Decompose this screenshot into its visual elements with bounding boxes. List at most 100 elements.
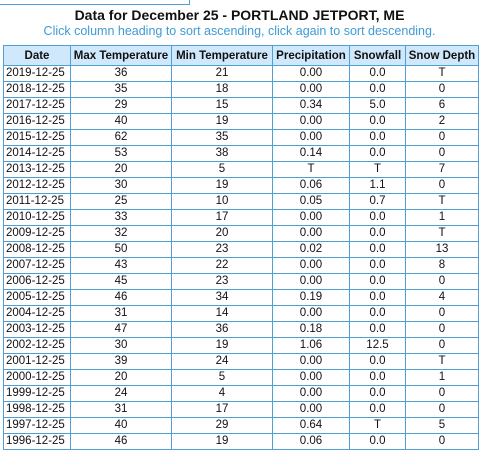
date-cell: 2011-12-25 [3, 193, 71, 210]
min-temperature-cell: 29 [171, 417, 273, 434]
data-table: Date Max Temperature Min Temperature Pre… [3, 45, 479, 450]
table-row: 2005-12-25 46 34 0.19 0.0 4 [3, 289, 479, 306]
max-temperature-cell: 31 [70, 305, 172, 322]
precipitation-cell: 0.00 [272, 385, 350, 402]
min-temperature-cell: 18 [171, 81, 273, 98]
column-header-precipitation[interactable]: Precipitation [272, 45, 350, 66]
min-temperature-cell: 24 [171, 353, 273, 370]
snowfall-cell: 0.7 [349, 193, 406, 210]
min-temperature-cell: 35 [171, 129, 273, 146]
page-title: Data for December 25 - PORTLAND JETPORT,… [74, 7, 405, 23]
date-cell: 2003-12-25 [3, 321, 71, 338]
min-temperature-cell: 19 [171, 177, 273, 194]
max-temperature-cell: 25 [70, 193, 172, 210]
precipitation-cell: 0.00 [272, 401, 350, 418]
snow-depth-cell: T [405, 225, 479, 242]
snowfall-cell: 0.0 [349, 433, 406, 450]
snowfall-cell: T [349, 417, 406, 434]
min-temperature-cell: 10 [171, 193, 273, 210]
max-temperature-cell: 50 [70, 241, 172, 258]
max-temperature-cell: 30 [70, 337, 172, 354]
min-temperature-cell: 5 [171, 369, 273, 386]
date-cell: 1997-12-25 [3, 417, 71, 434]
table-row: 2008-12-25 50 23 0.02 0.0 13 [3, 241, 479, 258]
frame-edge [0, 0, 190, 5]
header-row: Date Max Temperature Min Temperature Pre… [3, 45, 479, 66]
min-temperature-cell: 15 [171, 97, 273, 114]
table-row: 2018-12-25 35 18 0.00 0.0 0 [3, 81, 479, 98]
sort-instructions: Click column heading to sort ascending, … [43, 24, 436, 38]
table-row: 2003-12-25 47 36 0.18 0.0 0 [3, 321, 479, 338]
snowfall-cell: 0.0 [349, 353, 406, 370]
snow-depth-cell: 0 [405, 401, 479, 418]
min-temperature-cell: 17 [171, 401, 273, 418]
snow-depth-cell: T [405, 193, 479, 210]
max-temperature-cell: 31 [70, 401, 172, 418]
min-temperature-cell: 20 [171, 225, 273, 242]
snowfall-cell: 0.0 [349, 81, 406, 98]
date-cell: 2009-12-25 [3, 225, 71, 242]
snow-depth-cell: T [405, 353, 479, 370]
snowfall-cell: 0.0 [349, 321, 406, 338]
date-cell: 2002-12-25 [3, 337, 71, 354]
date-cell: 1996-12-25 [3, 433, 71, 450]
snowfall-cell: 0.0 [349, 241, 406, 258]
max-temperature-cell: 53 [70, 145, 172, 162]
snow-depth-cell: 6 [405, 97, 479, 114]
table-row: 2017-12-25 29 15 0.34 5.0 6 [3, 97, 479, 114]
min-temperature-cell: 5 [171, 161, 273, 178]
table-row: 2000-12-25 20 5 0.00 0.0 1 [3, 369, 479, 386]
table-row: 2001-12-25 39 24 0.00 0.0 T [3, 353, 479, 370]
snowfall-cell: 0.0 [349, 113, 406, 130]
snow-depth-cell: 1 [405, 209, 479, 226]
max-temperature-cell: 47 [70, 321, 172, 338]
precipitation-cell: 0.06 [272, 177, 350, 194]
table-row: 2015-12-25 62 35 0.00 0.0 0 [3, 129, 479, 146]
precipitation-cell: 0.00 [272, 353, 350, 370]
precipitation-cell: 0.00 [272, 369, 350, 386]
precipitation-cell: 0.00 [272, 273, 350, 290]
snowfall-cell: 0.0 [349, 305, 406, 322]
max-temperature-cell: 32 [70, 225, 172, 242]
precipitation-cell: 0.00 [272, 129, 350, 146]
min-temperature-cell: 36 [171, 321, 273, 338]
min-temperature-cell: 19 [171, 337, 273, 354]
snow-depth-cell: 1 [405, 369, 479, 386]
date-cell: 2006-12-25 [3, 273, 71, 290]
min-temperature-cell: 38 [171, 145, 273, 162]
snowfall-cell: 12.5 [349, 337, 406, 354]
precipitation-cell: 0.06 [272, 433, 350, 450]
max-temperature-cell: 40 [70, 417, 172, 434]
date-cell: 2015-12-25 [3, 129, 71, 146]
min-temperature-cell: 4 [171, 385, 273, 402]
precipitation-cell: 0.18 [272, 321, 350, 338]
snowfall-cell: 1.1 [349, 177, 406, 194]
min-temperature-cell: 23 [171, 273, 273, 290]
max-temperature-cell: 35 [70, 81, 172, 98]
column-header-snow-depth[interactable]: Snow Depth [405, 45, 479, 66]
column-header-min-temperature[interactable]: Min Temperature [171, 45, 273, 66]
table-row: 2016-12-25 40 19 0.00 0.0 2 [3, 113, 479, 130]
precipitation-cell: 0.00 [272, 113, 350, 130]
max-temperature-cell: 39 [70, 353, 172, 370]
precipitation-cell: 0.00 [272, 225, 350, 242]
date-cell: 2016-12-25 [3, 113, 71, 130]
min-temperature-cell: 34 [171, 289, 273, 306]
precipitation-cell: 0.00 [272, 305, 350, 322]
date-cell: 2000-12-25 [3, 369, 71, 386]
date-cell: 2013-12-25 [3, 161, 71, 178]
max-temperature-cell: 40 [70, 113, 172, 130]
snow-depth-cell: 2 [405, 113, 479, 130]
date-cell: 1998-12-25 [3, 401, 71, 418]
snowfall-cell: 0.0 [349, 225, 406, 242]
date-cell: 2001-12-25 [3, 353, 71, 370]
column-header-date[interactable]: Date [3, 45, 71, 66]
precipitation-cell: 0.00 [272, 65, 350, 82]
column-header-max-temperature[interactable]: Max Temperature [70, 45, 172, 66]
column-header-snowfall[interactable]: Snowfall [349, 45, 406, 66]
table-body: 2019-12-25 36 21 0.00 0.0 T 2018-12-25 35 18 0.00… [3, 65, 479, 450]
precipitation-cell: 0.34 [272, 97, 350, 114]
snow-depth-cell: 0 [405, 385, 479, 402]
precipitation-cell: 0.19 [272, 289, 350, 306]
